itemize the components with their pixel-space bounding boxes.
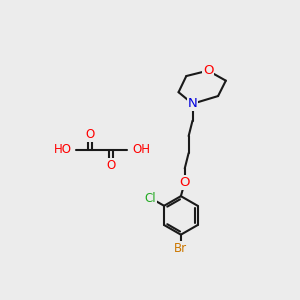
Text: N: N bbox=[188, 97, 197, 110]
Text: HO: HO bbox=[54, 143, 72, 157]
Text: O: O bbox=[179, 176, 190, 189]
Text: O: O bbox=[85, 128, 95, 141]
Text: O: O bbox=[106, 159, 116, 172]
Text: Cl: Cl bbox=[145, 192, 156, 206]
Text: O: O bbox=[203, 64, 213, 77]
Text: OH: OH bbox=[133, 143, 151, 157]
Text: Br: Br bbox=[174, 242, 188, 255]
